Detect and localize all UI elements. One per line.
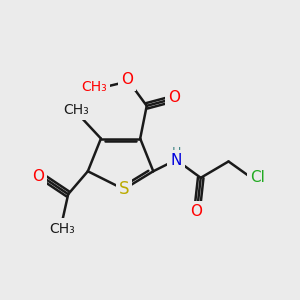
Text: N: N: [170, 153, 182, 168]
Text: Cl: Cl: [250, 170, 265, 185]
Text: O: O: [169, 91, 181, 106]
Text: O: O: [32, 169, 44, 184]
Text: S: S: [118, 180, 129, 198]
Text: CH₃: CH₃: [64, 103, 89, 117]
Text: CH₃: CH₃: [50, 221, 75, 236]
Text: CH₃: CH₃: [81, 80, 106, 94]
Text: H: H: [172, 146, 182, 159]
Text: O: O: [190, 204, 202, 219]
Text: O: O: [121, 73, 133, 88]
